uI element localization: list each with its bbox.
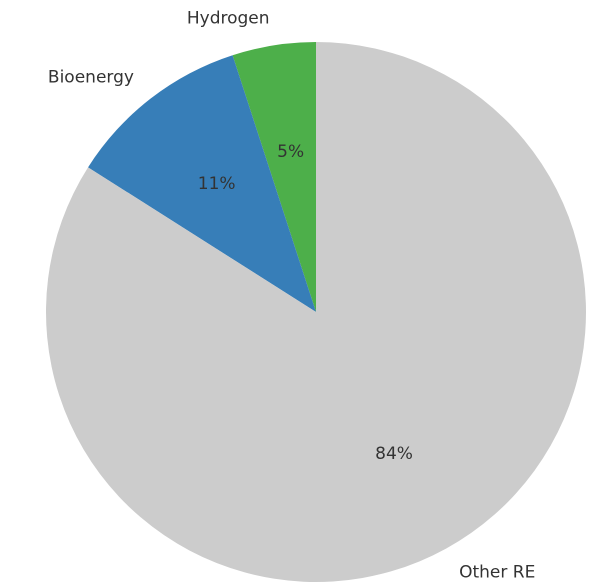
- pie-slice: [232, 42, 316, 312]
- percent-label: 84%: [375, 444, 413, 464]
- pie-slice: [46, 42, 587, 582]
- slice-label: Hydrogen: [187, 9, 270, 29]
- slice-label: Other RE: [459, 562, 535, 582]
- percent-label: 5%: [277, 142, 304, 162]
- percent-label: 11%: [198, 174, 236, 194]
- slice-label: Bioenergy: [48, 67, 134, 87]
- pie-slice: [88, 55, 316, 312]
